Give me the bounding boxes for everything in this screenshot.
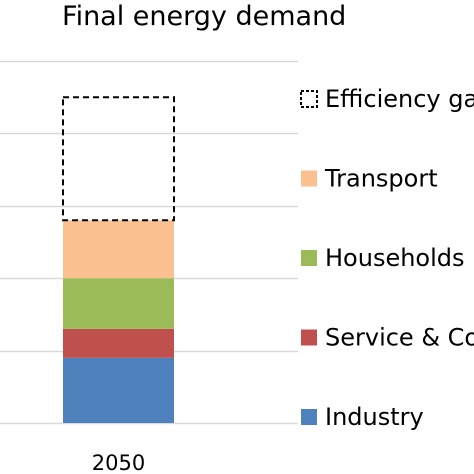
bar-segment-efficiency-ga xyxy=(62,96,175,222)
legend-label-households: Households xyxy=(325,244,465,272)
legend-swatch-households xyxy=(301,250,317,266)
bar-segment-households xyxy=(63,278,174,329)
legend-swatch-service-co xyxy=(301,329,317,346)
x-tick-label: 2050 xyxy=(92,451,145,474)
legend: Efficiency ga Transport Households Service … xyxy=(300,85,474,431)
chart-title: Final energy demand xyxy=(62,1,346,32)
legend-swatch-industry xyxy=(301,409,317,425)
legend-label-transport: Transport xyxy=(324,165,438,193)
bar-segment-service-co xyxy=(63,328,174,358)
bar-segment-transport xyxy=(63,220,174,279)
legend-label-service-co: Service & Co xyxy=(325,324,474,352)
legend-label-efficiency-ga: Efficiency ga xyxy=(325,85,474,113)
legend-label-industry: Industry xyxy=(325,403,424,431)
bar-segment-industry xyxy=(63,357,174,423)
bar-stack xyxy=(62,96,175,423)
legend-swatch-efficiency-ga xyxy=(300,90,318,108)
x-axis-ticks: 2050 xyxy=(92,451,145,474)
legend-swatch-transport xyxy=(301,170,317,187)
